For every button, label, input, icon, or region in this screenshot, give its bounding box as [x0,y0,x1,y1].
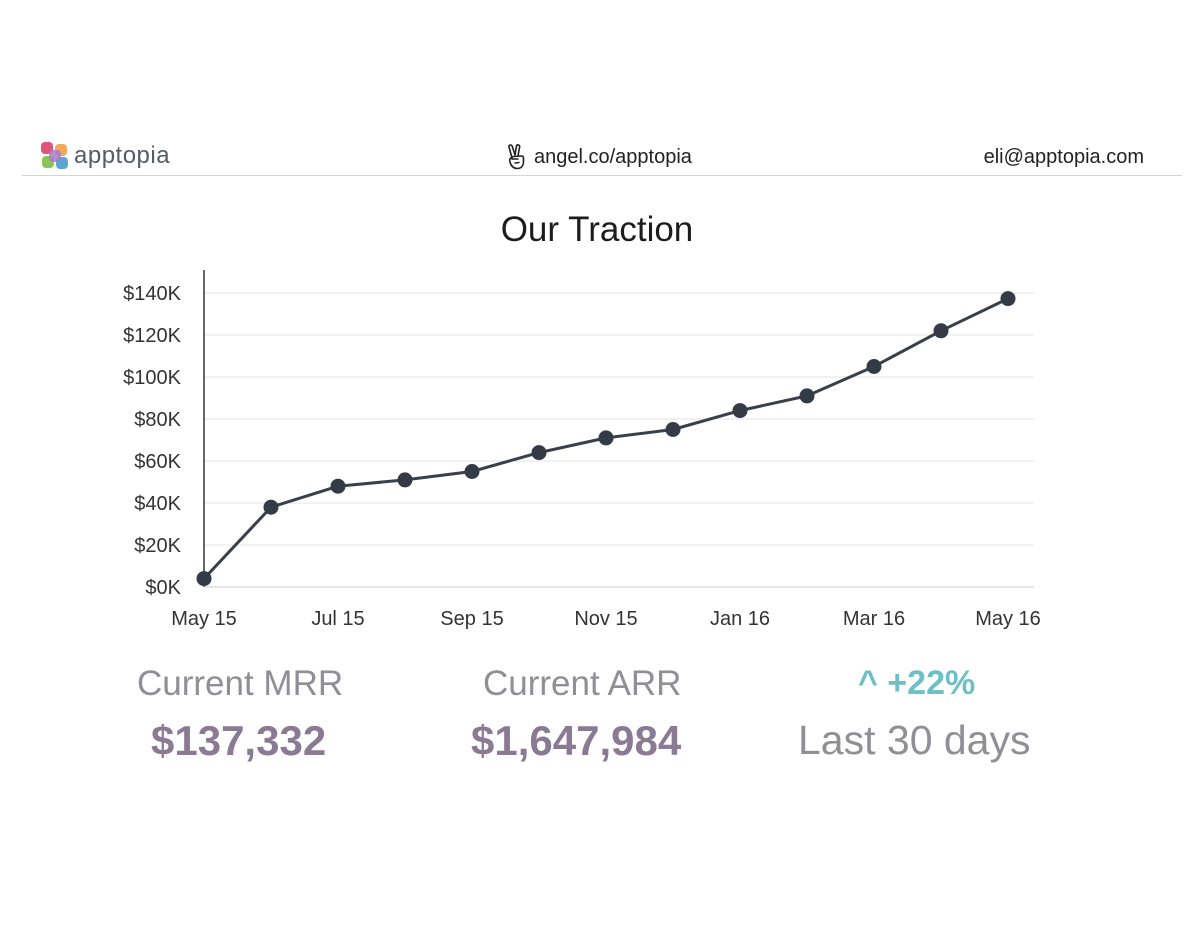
x-tick-label: Nov 15 [574,608,637,630]
angel-link-text: angel.co/apptopia [534,145,692,168]
data-point-6 [598,430,614,446]
y-tick-label: $120K [123,325,181,347]
angel-link[interactable]: angel.co/apptopia [504,144,692,170]
header-divider [22,175,1182,176]
traction-line-chart: $0K $20K $40K $60K $80K $100K $120K $140K May 1… [123,270,1041,630]
data-point-0 [196,571,212,587]
x-tick-labels: May 15 Jul 15 Sep 15 Nov 15 Jan 16 Mar 16 May … [171,608,1041,630]
x-tick-label: Jan 16 [710,608,770,630]
data-point-10 [866,359,882,374]
growth-badge: ^ +22% [858,664,976,702]
x-tick-label: Mar 16 [843,608,905,630]
chart-title: Our Traction [500,210,694,249]
y-tick-label: $60K [134,451,181,473]
data-point-11 [933,323,949,339]
data-point-5 [531,445,547,461]
y-tick-label: $140K [123,283,181,305]
x-tick-label: May 15 [171,608,237,630]
contact-email[interactable]: eli@apptopia.com [983,146,1144,168]
apptopia-logo: apptopia [40,141,170,171]
data-point-7 [665,422,681,437]
slide-header: apptopia angel.co/apptopia eli@apptopia.… [0,0,1200,180]
arr-label: Current ARR [483,664,682,703]
data-point-12 [1000,291,1016,307]
growth-period: Last 30 days [798,717,1031,763]
y-tick-label: $0K [145,577,181,599]
victory-hand-icon [508,144,525,170]
x-tick-label: May 16 [975,608,1041,630]
chart-axes [203,270,1034,588]
data-point-2 [330,478,346,494]
data-point-9 [799,388,815,404]
y-tick-label: $100K [123,367,181,389]
data-point-1 [263,499,279,515]
data-point-4 [464,464,480,479]
logo-text: apptopia [74,142,171,169]
arr-value: $1,647,984 [471,717,682,764]
chart-series [196,291,1016,587]
data-point-8 [732,403,748,419]
y-tick-label: $40K [134,493,181,515]
data-point-3 [397,472,413,488]
y-tick-label: $80K [134,409,181,431]
y-tick-labels: $0K $20K $40K $60K $80K $100K $120K $140K [123,283,181,599]
apptopia-logo-icon [41,142,68,169]
x-tick-label: Jul 15 [311,608,364,630]
y-tick-label: $20K [134,535,181,557]
chart-gridlines [204,292,1034,546]
mrr-label: Current MRR [137,664,344,703]
x-tick-label: Sep 15 [440,608,503,630]
mrr-value: $137,332 [151,717,327,764]
